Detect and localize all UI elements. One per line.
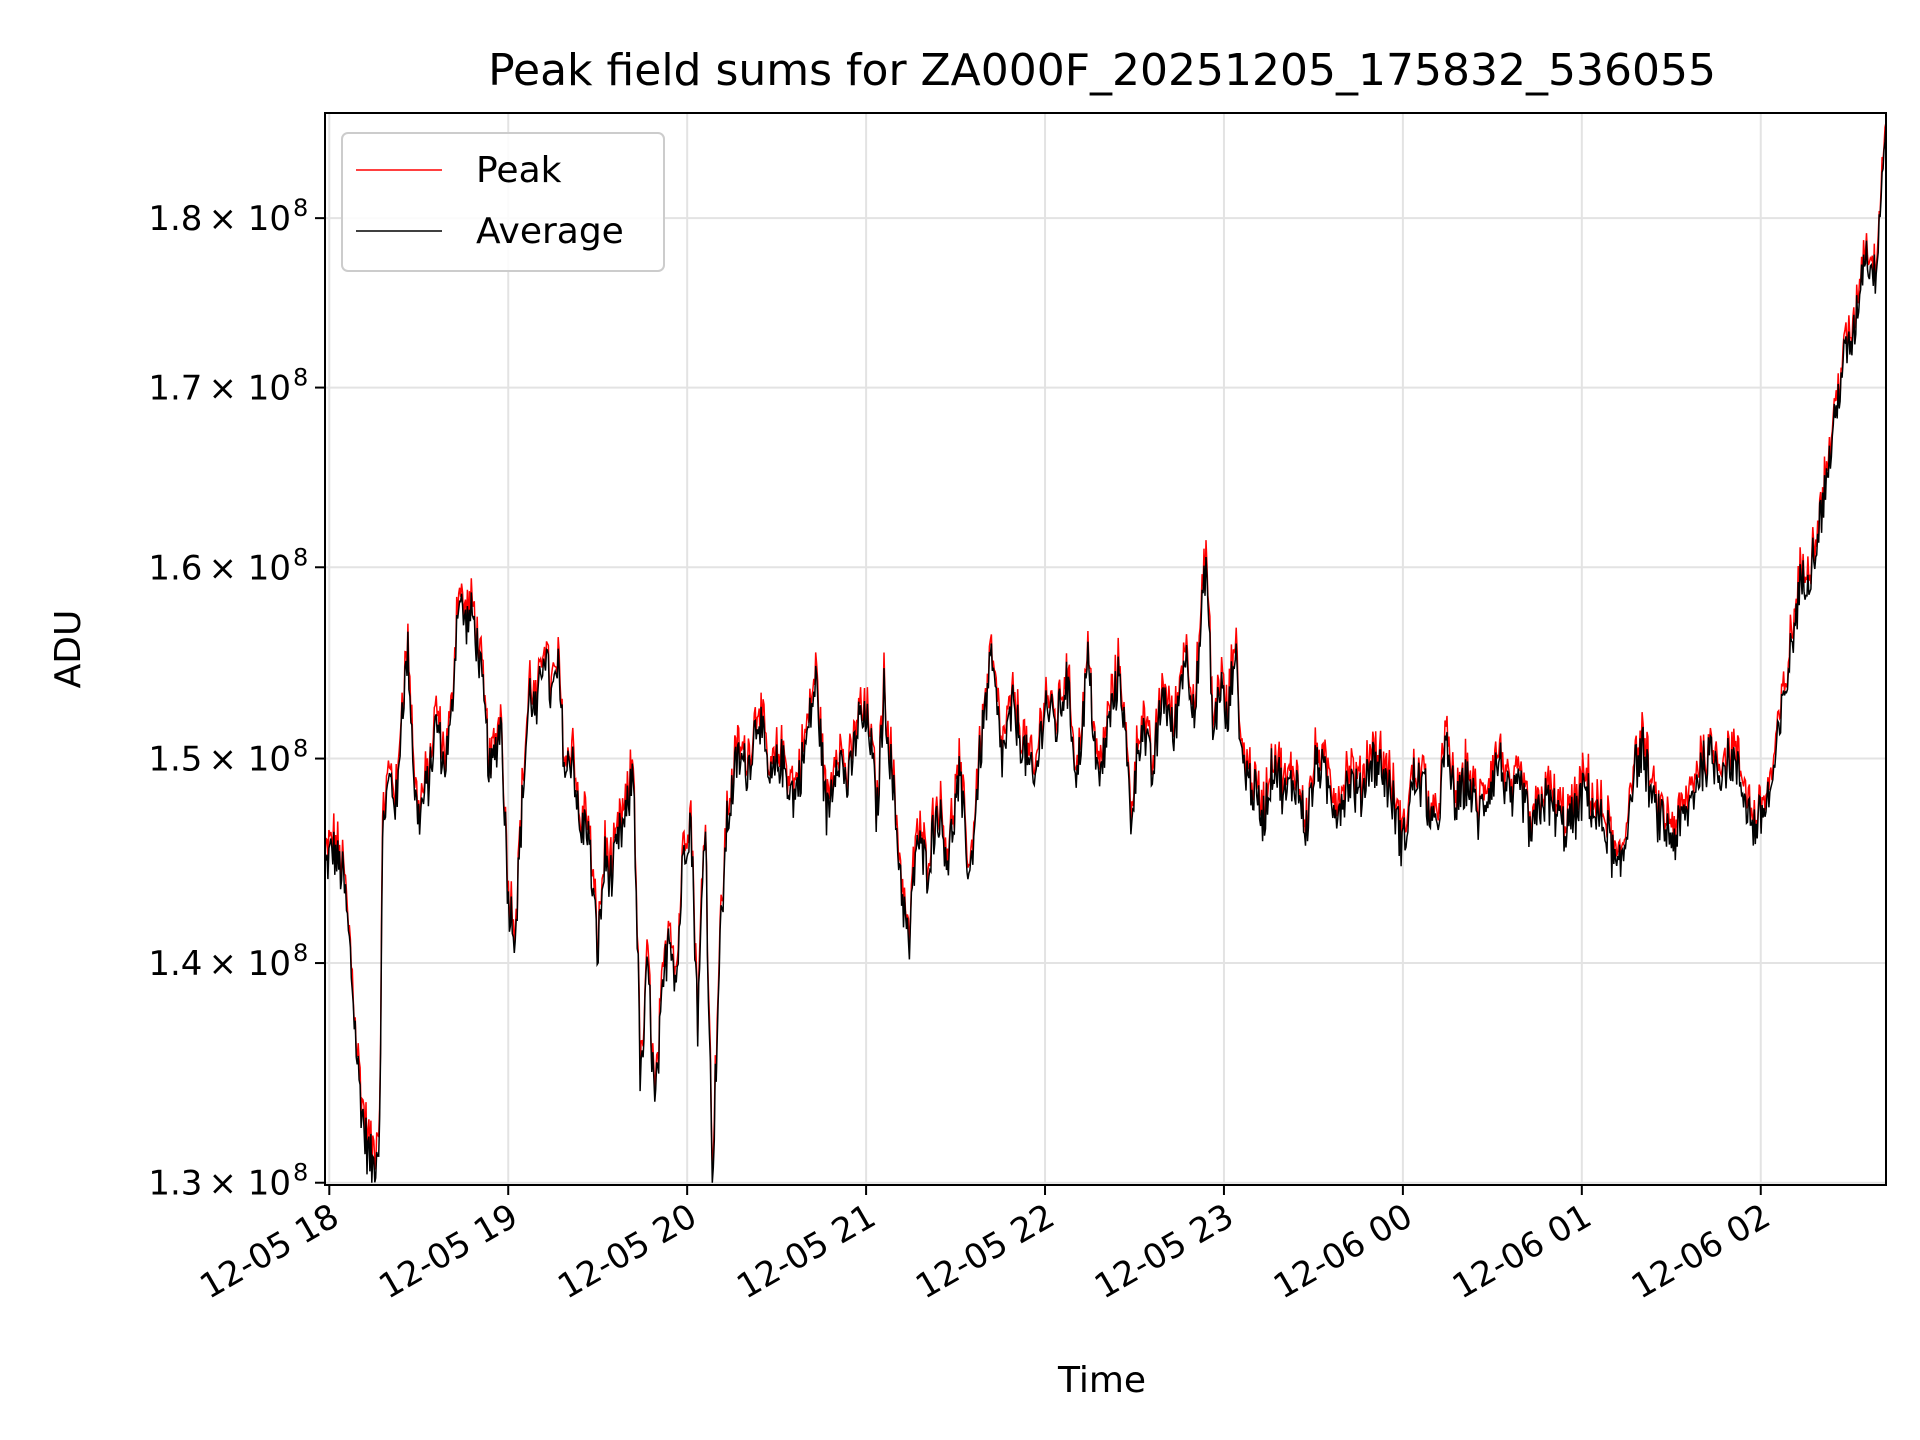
y-tick-exponent: 8: [293, 939, 308, 967]
y-axis-label: ADU: [48, 610, 89, 689]
grid: [325, 113, 1886, 1185]
y-tick-label: 1.5 × 10: [148, 740, 291, 780]
series-average-line: [324, 125, 1887, 1183]
y-tick-times: × 10: [208, 740, 291, 780]
y-tick-label: 1.6 × 10: [148, 548, 291, 588]
y-tick-times: × 10: [208, 369, 291, 409]
y-axis: 1.3 × 10 81.4 × 10 81.5 × 10 81.6 × 10 81.7 × 10 8…: [148, 194, 325, 1204]
y-tick-mantissa: 1.5: [148, 740, 202, 780]
series-layer: [324, 122, 1887, 1183]
chart-title: Peak field sums for ZA000F_20251205_1758…: [488, 45, 1716, 96]
y-tick-label: 1.3 × 10: [148, 1164, 291, 1204]
y-tick-exponent: 8: [293, 543, 308, 571]
legend-box: [341, 132, 665, 272]
y-tick-times: × 10: [208, 944, 291, 984]
legend-peak-label: Peak: [476, 150, 562, 191]
y-tick-mantissa: 1.6: [148, 548, 202, 588]
y-tick-label: 1.8 × 10: [148, 199, 291, 239]
x-axis-label: Time: [1057, 1360, 1146, 1401]
y-tick-label: 1.4 × 10: [148, 944, 291, 984]
y-tick-exponent: 8: [293, 194, 308, 222]
legend: Peak Average: [341, 132, 665, 272]
y-tick-exponent: 8: [293, 1159, 308, 1187]
y-tick-mantissa: 1.3: [148, 1164, 202, 1204]
y-tick-times: × 10: [208, 199, 291, 239]
y-tick-exponent: 8: [293, 735, 308, 763]
y-tick-exponent: 8: [293, 364, 308, 392]
plot-frame: [324, 112, 1887, 1186]
y-tick-times: × 10: [208, 1164, 291, 1204]
y-tick-mantissa: 1.8: [148, 199, 202, 239]
y-tick-times: × 10: [208, 548, 291, 588]
y-tick-mantissa: 1.7: [148, 369, 202, 409]
y-tick-label: 1.7 × 10: [148, 369, 291, 409]
legend-average-label: Average: [476, 211, 624, 252]
y-tick-mantissa: 1.4: [148, 944, 202, 984]
series-peak-line: [324, 122, 1887, 1170]
